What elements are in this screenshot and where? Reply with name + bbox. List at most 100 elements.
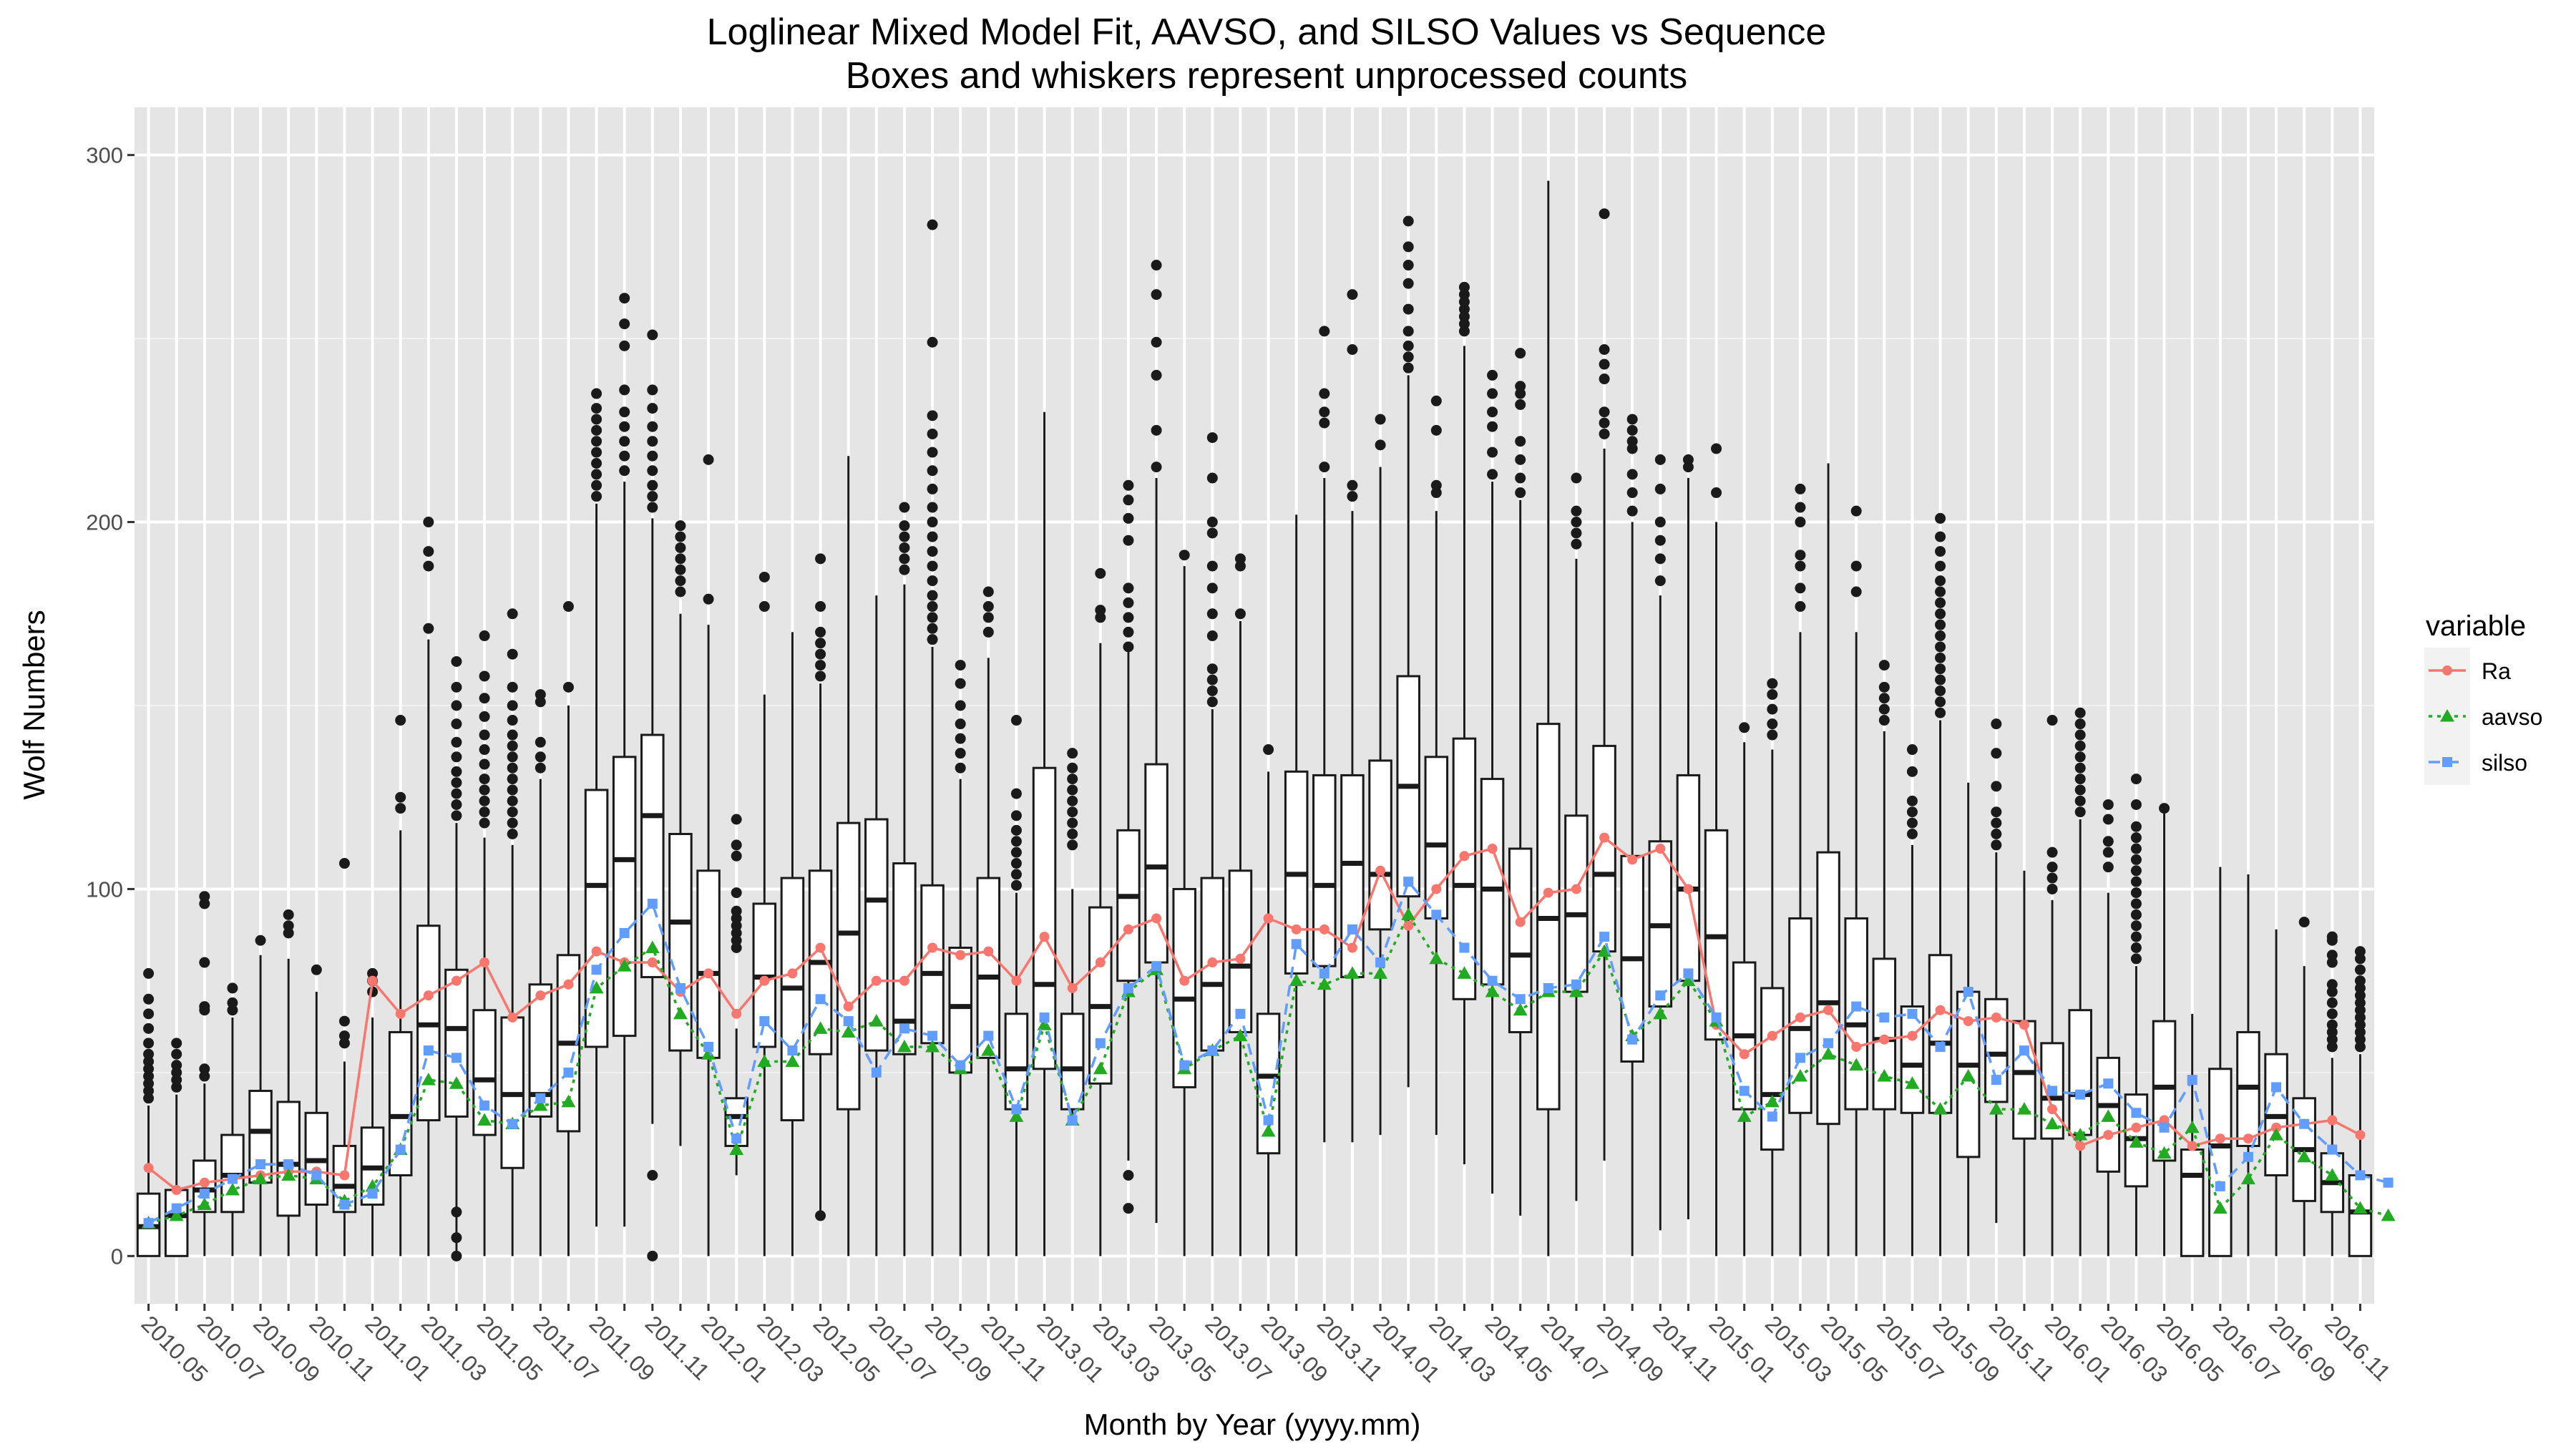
outlier-point (1991, 839, 2002, 851)
outlier-point (227, 1005, 238, 1016)
outlier-point (1123, 512, 1134, 524)
outlier-point (2130, 865, 2142, 877)
point-Ra (1823, 1005, 1834, 1015)
outlier-point (2354, 1019, 2366, 1030)
point-aavso (729, 1142, 744, 1156)
point-silso (2383, 1177, 2394, 1188)
outlier-point (1458, 289, 1470, 301)
outlier-point (1878, 681, 1890, 693)
outlier-point (2354, 964, 2366, 975)
point-silso (1907, 1008, 1918, 1019)
box-2013.06 (1172, 550, 1196, 1257)
point-Ra (1627, 854, 1638, 865)
outlier-point (1767, 729, 1778, 741)
point-Ra (1403, 920, 1414, 931)
point-Ra (2103, 1130, 2114, 1141)
outlier-point (899, 542, 910, 553)
point-Ra (1347, 942, 1357, 953)
outlier-point (1935, 696, 1946, 708)
outlier-point (1571, 527, 1582, 539)
box-2014.02 (1396, 215, 1420, 1088)
outlier-point (1599, 358, 1610, 370)
point-aavso (1933, 1102, 1948, 1115)
outlier-point (451, 1250, 462, 1262)
outlier-point (1151, 369, 1162, 381)
outlier-point (1654, 517, 1666, 528)
outlier-point (2130, 854, 2142, 865)
box-2012.07 (864, 595, 889, 1257)
point-aavso (2269, 1128, 2284, 1141)
outlier-point (1263, 744, 1274, 756)
box-body (864, 818, 889, 1052)
outlier-point (675, 586, 686, 597)
point-Ra (395, 1008, 406, 1019)
box-2010.11 (304, 964, 329, 1257)
point-silso (1963, 987, 1974, 997)
outlier-point (311, 964, 322, 975)
point-Ra (1739, 1049, 1750, 1060)
outlier-point (1682, 454, 1694, 465)
outlier-point (227, 982, 238, 994)
point-Ra (1179, 975, 1190, 986)
outlier-point (1095, 605, 1106, 616)
box-2011.03 (416, 517, 441, 1257)
outlier-point (1375, 414, 1386, 425)
point-aavso (1261, 1123, 1276, 1137)
outlier-point (1991, 718, 2002, 730)
outlier-point (451, 1232, 462, 1244)
outlier-point (1795, 560, 1806, 572)
outlier-point (1151, 462, 1162, 473)
box-2015.12 (2012, 870, 2036, 1257)
outlier-point (1906, 744, 1918, 756)
outlier-point (647, 465, 658, 477)
outlier-point (479, 795, 490, 806)
point-silso (395, 1144, 406, 1155)
outlier-point (479, 693, 490, 704)
outlier-point (507, 806, 518, 818)
legend-key-marker (2442, 665, 2452, 675)
point-silso (1543, 982, 1553, 993)
outlier-point (1599, 406, 1610, 418)
box-body (780, 877, 805, 1122)
outlier-point (1515, 454, 1526, 465)
point-aavso (869, 1014, 884, 1027)
outlier-point (2130, 887, 2142, 899)
box-2013.03 (1088, 567, 1113, 1257)
point-silso (1067, 1115, 1078, 1126)
point-silso (1459, 942, 1470, 953)
outlier-point (955, 762, 966, 774)
outlier-point (731, 927, 742, 939)
outlier-point (2130, 832, 2142, 844)
outlier-point (1402, 326, 1414, 337)
point-aavso (897, 1039, 912, 1053)
point-aavso (1877, 1069, 1892, 1082)
box-2010.05 (136, 967, 161, 1257)
outlier-point (1067, 839, 1078, 851)
outlier-point (2130, 942, 2142, 954)
outlier-point (1626, 469, 1638, 480)
point-Ra (983, 946, 994, 957)
point-silso (1487, 975, 1498, 986)
outlier-point (927, 517, 938, 528)
point-aavso (1037, 1018, 1052, 1030)
outlier-point (1795, 601, 1806, 613)
outlier-point (2354, 990, 2366, 1001)
outlier-point (143, 1070, 155, 1082)
outlier-point (1430, 424, 1442, 436)
outlier-point (1935, 652, 1946, 663)
box-body (1452, 737, 1477, 1000)
outlier-point (1067, 748, 1078, 759)
outlier-point (143, 1038, 155, 1049)
outlier-point (647, 491, 658, 502)
point-Ra (843, 1001, 854, 1012)
outlier-point (815, 553, 826, 565)
outlier-point (507, 762, 518, 774)
point-aavso (1009, 1109, 1024, 1122)
outlier-point (2354, 1012, 2366, 1023)
outlier-point (2130, 821, 2142, 832)
point-aavso (2016, 1102, 2031, 1115)
box-2011.06 (500, 608, 525, 1257)
point-aavso (281, 1168, 296, 1181)
point-aavso (645, 940, 660, 954)
outlier-point (2130, 931, 2142, 942)
